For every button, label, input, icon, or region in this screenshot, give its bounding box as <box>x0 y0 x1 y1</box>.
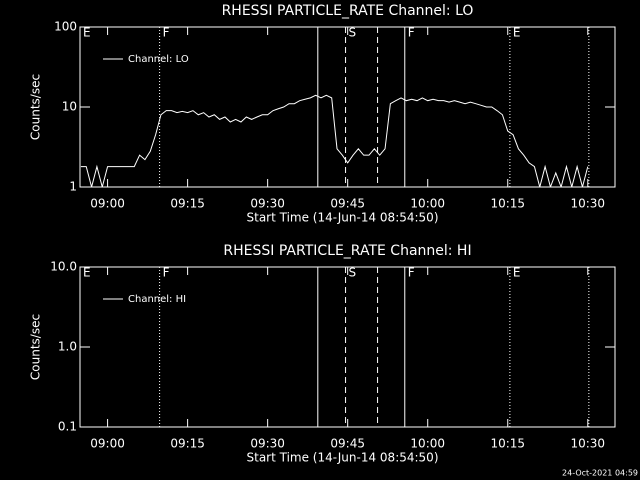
y-tick-label: 100 <box>54 20 77 34</box>
data-line <box>80 94 589 187</box>
x-tick-label: 10:15 <box>490 197 525 211</box>
x-axis-label: Start Time (14-Jun-14 08:54:50) <box>247 451 439 465</box>
flag-label: E <box>513 266 521 280</box>
flag-label: E <box>83 266 91 280</box>
y-axis-label: Counts/sec <box>29 314 43 380</box>
flag-label: E <box>83 26 91 40</box>
flag-label: E <box>513 26 521 40</box>
x-tick-label: 10:30 <box>570 197 605 211</box>
x-tick-label: 09:30 <box>250 437 285 451</box>
plot-frame <box>79 266 616 428</box>
x-tick-label: 09:00 <box>90 197 125 211</box>
y-tick-label: 10.0 <box>50 260 77 274</box>
flag-label: F <box>163 266 170 280</box>
y-tick-label: 1.0 <box>58 340 77 354</box>
x-tick-label: 09:45 <box>330 437 365 451</box>
flag-label: F <box>163 26 170 40</box>
y-tick-label: 10 <box>62 100 77 114</box>
y-tick-label: 1 <box>69 180 77 194</box>
flag-label: S <box>349 26 357 40</box>
chart-title: RHESSI PARTICLE_RATE Channel: LO <box>222 3 474 19</box>
x-tick-label: 10:00 <box>410 197 445 211</box>
x-tick-label: 10:30 <box>570 437 605 451</box>
x-tick-label: 09:45 <box>330 197 365 211</box>
x-axis-label: Start Time (14-Jun-14 08:54:50) <box>247 211 439 225</box>
chart-title: RHESSI PARTICLE_RATE Channel: HI <box>223 243 471 259</box>
x-tick-label: 09:15 <box>170 197 205 211</box>
x-tick-label: 10:15 <box>490 437 525 451</box>
flag-label: F <box>408 26 415 40</box>
legend-label: Channel: HI <box>128 294 186 305</box>
x-tick-label: 10:00 <box>410 437 445 451</box>
x-tick-label: 09:30 <box>250 197 285 211</box>
flag-label: S <box>349 266 357 280</box>
legend-label: Channel: LO <box>128 54 189 65</box>
y-axis-label: Counts/sec <box>29 74 43 140</box>
x-tick-label: 09:15 <box>170 437 205 451</box>
footer-timestamp: 24-Oct-2021 04:59 <box>562 469 638 478</box>
flag-label: F <box>408 266 415 280</box>
x-tick-label: 09:00 <box>90 437 125 451</box>
y-tick-label: 0.1 <box>58 420 77 434</box>
